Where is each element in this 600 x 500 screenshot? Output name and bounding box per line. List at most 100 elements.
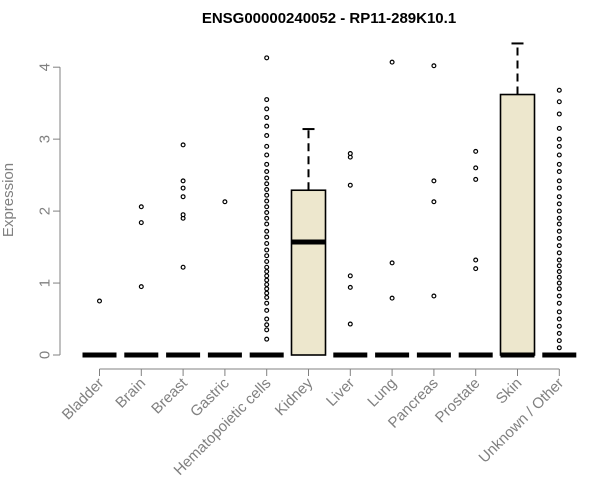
outlier-point <box>556 243 562 249</box>
y-tick-label: 2 <box>37 207 54 215</box>
outlier-point <box>264 286 270 292</box>
outlier-point <box>556 316 562 322</box>
outlier-point <box>264 264 270 270</box>
x-tick-label: Skin <box>493 375 526 408</box>
outlier-point <box>431 293 437 299</box>
outlier-point <box>264 294 270 300</box>
box-hematopoietic-cells <box>249 55 284 358</box>
outlier-point <box>347 182 353 188</box>
outlier-point <box>264 327 270 333</box>
chart-title: ENSG00000240052 - RP11-289K10.1 <box>202 10 456 27</box>
outlier-point <box>264 133 270 139</box>
outlier-point <box>264 290 270 296</box>
outlier-point <box>264 277 270 283</box>
box-bladder <box>82 298 117 358</box>
outlier-point <box>138 220 144 226</box>
outlier-point <box>264 181 270 187</box>
outlier-point <box>556 274 562 280</box>
outlier-point <box>264 253 270 259</box>
outlier-point <box>264 115 270 121</box>
outlier-point <box>347 284 353 290</box>
box-liver <box>333 151 368 358</box>
y-tick-label: 3 <box>37 135 54 143</box>
outlier-point <box>264 307 270 313</box>
outlier-point <box>556 293 562 299</box>
outlier-point <box>431 63 437 69</box>
outlier-point <box>264 192 270 198</box>
outlier-point <box>556 169 562 175</box>
outlier-point <box>556 286 562 292</box>
box-gastric <box>207 199 242 358</box>
outlier-point <box>556 221 562 227</box>
box-brain <box>124 204 159 358</box>
outlier-point <box>264 247 270 253</box>
x-tick-label: Liver <box>323 375 358 410</box>
outlier-point <box>264 175 270 181</box>
outlier-point <box>222 199 228 205</box>
outlier-point <box>264 187 270 193</box>
outlier-point <box>556 228 562 234</box>
outlier-point <box>473 176 479 182</box>
x-tick-label: Bladder <box>59 375 108 424</box>
outlier-point <box>556 345 562 351</box>
outlier-point <box>556 161 562 167</box>
box-unknown-other <box>542 87 577 358</box>
outlier-point <box>264 240 270 246</box>
outlier-point <box>556 330 562 336</box>
outlier-point <box>180 178 186 184</box>
outlier-point <box>556 309 562 315</box>
box-pancreas <box>416 63 451 358</box>
outlier-point <box>473 257 479 263</box>
outlier-point <box>556 143 562 149</box>
outlier-point <box>264 204 270 210</box>
x-tick-label: Lung <box>364 375 400 411</box>
outlier-point <box>556 111 562 117</box>
outlier-point <box>264 281 270 287</box>
outlier-point <box>264 273 270 279</box>
outlier-point <box>264 152 270 158</box>
x-tick-label: Prostate <box>432 375 484 427</box>
outlier-point <box>389 260 395 266</box>
outlier-point <box>347 273 353 279</box>
outlier-point <box>264 234 270 240</box>
outlier-point <box>347 321 353 327</box>
outlier-point <box>556 263 562 269</box>
box-prostate <box>458 148 493 358</box>
outlier-point <box>264 143 270 149</box>
outlier-point <box>264 161 270 167</box>
box-iqr <box>499 93 536 356</box>
box-iqr <box>290 189 327 356</box>
outlier-point <box>556 250 562 256</box>
outlier-point <box>431 178 437 184</box>
outlier-point <box>264 228 270 234</box>
outlier-point <box>264 97 270 103</box>
box-kidney <box>290 128 327 356</box>
outlier-point <box>264 210 270 216</box>
outlier-point <box>264 336 270 342</box>
outlier-point <box>264 269 270 275</box>
outlier-point <box>556 338 562 344</box>
outlier-point <box>556 152 562 158</box>
box-lung <box>375 59 410 358</box>
box-breast <box>166 142 201 358</box>
outlier-point <box>556 87 562 93</box>
outlier-point <box>473 165 479 171</box>
y-tick-label: 1 <box>37 279 54 287</box>
outlier-point <box>264 215 270 221</box>
y-axis: 0 1 2 3 4 <box>37 63 61 359</box>
outlier-point <box>556 99 562 105</box>
outlier-point <box>556 125 562 131</box>
outlier-point <box>556 257 562 263</box>
outlier-point <box>180 142 186 148</box>
box-skin <box>499 42 536 358</box>
outlier-point <box>556 136 562 142</box>
outlier-point <box>264 322 270 328</box>
outlier-point <box>180 194 186 200</box>
outlier-point <box>473 266 479 272</box>
outlier-point <box>264 198 270 204</box>
outlier-point <box>556 269 562 275</box>
outlier-point <box>556 280 562 286</box>
outlier-point <box>138 284 144 290</box>
plot-area <box>82 42 577 358</box>
outlier-point <box>556 235 562 241</box>
